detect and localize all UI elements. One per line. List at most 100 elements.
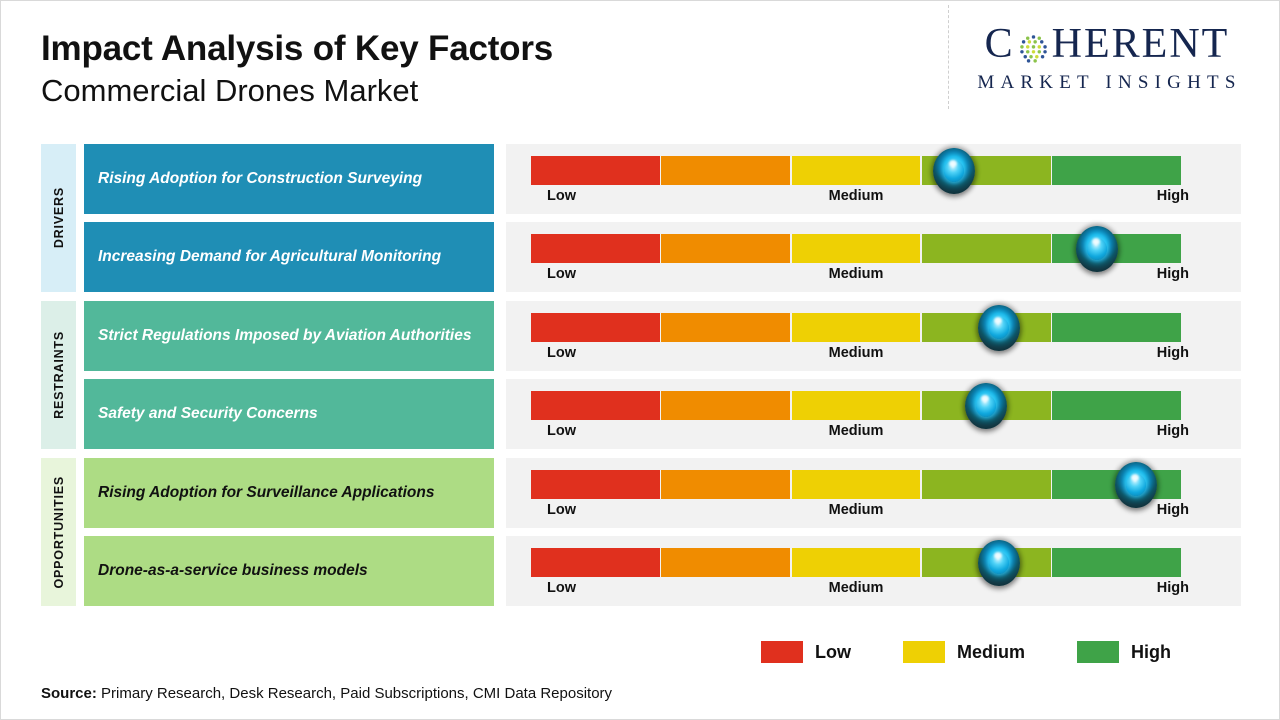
- gauge-segment-3: [791, 234, 921, 263]
- scale-label-low: Low: [547, 423, 576, 439]
- impact-gauge: Low Medium High: [506, 301, 1241, 371]
- scale-label-medium: Medium: [828, 266, 884, 282]
- gauge-segment-1: [531, 470, 660, 499]
- factor-label[interactable]: Strict Regulations Imposed by Aviation A…: [84, 301, 494, 371]
- gauge-scale: Low Medium High: [531, 266, 1189, 292]
- group-tab-opportunity: OPPORTUNITIES: [41, 458, 76, 606]
- legend-label-medium: Medium: [957, 641, 1026, 662]
- factor-row: Safety and Security Concerns Low Medium Hig…: [1, 379, 1280, 449]
- gauge-scale: Low Medium High: [531, 502, 1189, 528]
- impact-marker[interactable]: [1075, 225, 1118, 272]
- scale-label-low: Low: [547, 266, 576, 282]
- gauge-bar: [531, 539, 1181, 586]
- gauge-segment-3: [791, 313, 921, 342]
- impact-marker[interactable]: [978, 539, 1020, 586]
- factor-label[interactable]: Drone-as-a-service business models: [84, 536, 494, 606]
- source-text: Primary Research, Desk Research, Paid Su…: [96, 685, 613, 702]
- factor-row: Increasing Demand for Agricultural Monit…: [1, 222, 1280, 292]
- scale-label-medium: Medium: [828, 345, 884, 361]
- impact-gauge: Low Medium High: [506, 536, 1241, 606]
- scale-label-low: Low: [547, 345, 576, 361]
- group-tab-label: RESTRAINTS: [51, 331, 66, 419]
- scale-label-high: High: [1156, 345, 1189, 361]
- gauge-bar: [531, 147, 1181, 194]
- impact-marker[interactable]: [978, 304, 1020, 351]
- logo-letters-herent: HERENT: [1051, 21, 1230, 67]
- scale-label-medium: Medium: [828, 502, 884, 518]
- factor-row: Strict Regulations Imposed by Aviation A…: [1, 301, 1280, 371]
- legend-item-low: Low: [761, 641, 851, 663]
- gauge-segment-3: [791, 548, 921, 577]
- impact-gauge: Low Medium High: [506, 379, 1241, 449]
- gauge-scale: Low Medium High: [531, 188, 1189, 214]
- scale-label-medium: Medium: [828, 580, 884, 596]
- group-tab-driver: DRIVERS: [41, 144, 76, 292]
- legend-label-high: High: [1131, 641, 1172, 662]
- gauge-segment-2: [661, 234, 791, 263]
- scale-label-high: High: [1156, 423, 1189, 439]
- factor-row: Drone-as-a-service business models Low Med…: [1, 536, 1280, 606]
- factor-row: Rising Adoption for Surveillance Applica…: [1, 458, 1280, 528]
- impact-marker[interactable]: [965, 382, 1007, 429]
- dotted-sphere-icon: [1017, 31, 1050, 64]
- factor-label[interactable]: Rising Adoption for Construction Surveyi…: [84, 144, 494, 214]
- gauge-segment-1: [531, 234, 660, 263]
- gauge-segment-5: [1052, 156, 1181, 185]
- header-dashed-divider: [948, 5, 949, 109]
- gauge-segment-4: [921, 234, 1051, 263]
- impact-gauge: Low Medium High: [506, 222, 1241, 292]
- gauge-segment-4: [921, 470, 1051, 499]
- gauge-segment-1: [531, 156, 660, 185]
- page-subtitle: Commercial Drones Market: [41, 73, 419, 109]
- group-tab-label: OPPORTUNITIES: [51, 475, 66, 589]
- gauge-segment-2: [661, 391, 791, 420]
- impact-gauge: Low Medium High: [506, 144, 1241, 214]
- group-tab-restraint: RESTRAINTS: [41, 301, 76, 449]
- source-note: Source: Primary Research, Desk Research,…: [41, 685, 612, 702]
- group-opportunity: OPPORTUNITIES Rising Adoption for Surveil…: [1, 458, 1280, 606]
- legend-label-low: Low: [815, 641, 851, 662]
- legend: Low Medium High: [761, 641, 1171, 663]
- impact-marker[interactable]: [932, 147, 975, 194]
- impact-marker[interactable]: [1114, 461, 1157, 508]
- logo-wordmark: C: [957, 23, 1257, 65]
- scale-label-high: High: [1156, 580, 1189, 596]
- impact-matrix: DRIVERS Rising Adoption for Construction …: [1, 144, 1280, 615]
- scale-label-medium: Medium: [828, 188, 884, 204]
- scale-label-low: Low: [547, 580, 576, 596]
- gauge-bar: [531, 461, 1181, 508]
- gauge-segment-2: [661, 548, 791, 577]
- gauge-segment-1: [531, 548, 660, 577]
- legend-item-medium: Medium: [903, 641, 1025, 663]
- scale-label-medium: Medium: [828, 423, 884, 439]
- factor-label[interactable]: Safety and Security Concerns: [84, 379, 494, 449]
- page-title: Impact Analysis of Key Factors: [41, 29, 554, 68]
- gauge-segment-3: [791, 470, 921, 499]
- logo-letter-c: C: [984, 21, 1015, 67]
- legend-swatch-high: [1077, 641, 1120, 663]
- gauge-scale: Low Medium High: [531, 345, 1189, 371]
- logo-tagline: MARKET INSIGHTS: [977, 72, 1242, 93]
- factor-label[interactable]: Increasing Demand for Agricultural Monit…: [84, 222, 494, 292]
- group-rows: Strict Regulations Imposed by Aviation A…: [1, 301, 1280, 449]
- gauge-segment-2: [661, 470, 791, 499]
- legend-swatch-low: [761, 641, 803, 663]
- gauge-scale: Low Medium High: [531, 423, 1189, 449]
- title-block: Impact Analysis of Key Factors Commercia…: [41, 29, 553, 109]
- gauge-segment-1: [531, 313, 660, 342]
- factor-label[interactable]: Rising Adoption for Surveillance Applica…: [84, 458, 494, 528]
- gauge-segment-2: [661, 313, 791, 342]
- group-rows: Rising Adoption for Surveillance Applica…: [1, 458, 1280, 606]
- impact-gauge: Low Medium High: [506, 458, 1241, 528]
- scale-label-low: Low: [547, 188, 576, 204]
- gauge-bar: [531, 382, 1181, 429]
- scale-label-high: High: [1156, 502, 1189, 518]
- gauge-bar: [531, 225, 1181, 272]
- gauge-segment-5: [1052, 391, 1181, 420]
- gauge-segment-1: [531, 391, 660, 420]
- gauge-scale: Low Medium High: [531, 580, 1189, 606]
- legend-item-high: High: [1077, 641, 1171, 663]
- gauge-bar: [531, 304, 1181, 351]
- legend-swatch-medium: [903, 641, 945, 663]
